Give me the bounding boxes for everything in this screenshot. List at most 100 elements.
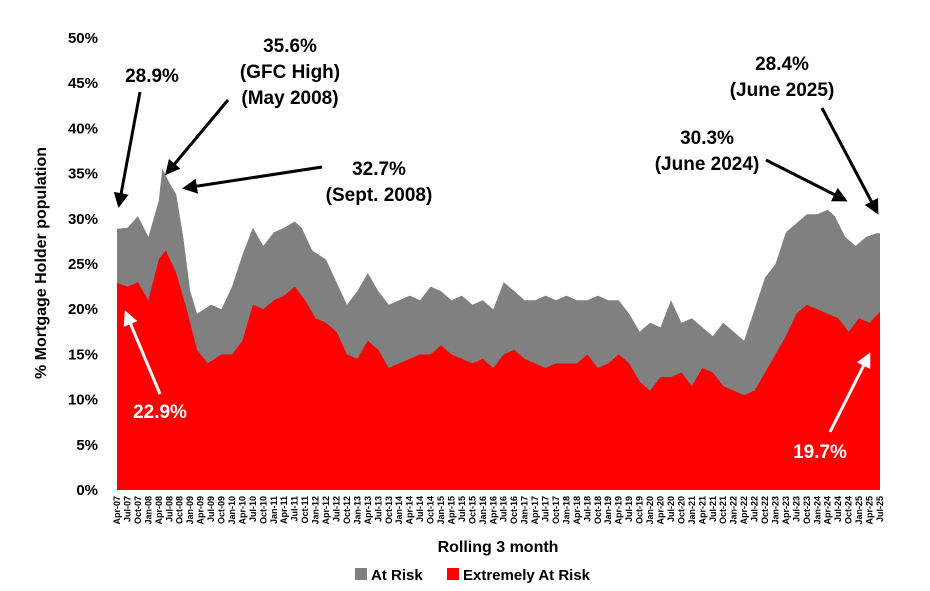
x-tick-label: Jul-24 [833, 496, 843, 522]
y-tick-label: 35% [68, 166, 98, 183]
annotation-arrow [165, 99, 230, 176]
y-tick-label: 0% [76, 482, 98, 499]
x-tick-label: Jan-13 [352, 496, 362, 525]
x-tick-label: Oct-11 [300, 496, 310, 524]
legend: At Risk Extremely At Risk [355, 567, 591, 584]
y-tick-label: 40% [68, 120, 98, 137]
annotation-label: 35.6% (GFC High) (May 2008) [240, 36, 340, 109]
annotation-arrow [820, 107, 879, 215]
x-tick-label: Oct-12 [342, 496, 352, 524]
x-tick-label: Apr-16 [488, 496, 498, 525]
x-tick-label: Oct-18 [593, 496, 603, 524]
x-tick-label: Jan-19 [603, 496, 613, 525]
x-tick-label: Jan-11 [269, 496, 279, 524]
x-tick-label: Jan-25 [854, 496, 864, 525]
x-tick-label: Jan-17 [520, 496, 530, 525]
x-tick-label: Jan-09 [185, 496, 195, 525]
x-tick-label: Jul-17 [541, 496, 551, 522]
x-tick-label: Jan-12 [311, 496, 321, 525]
x-tick-label: Jan-21 [687, 496, 697, 525]
x-tick-label: Jan-16 [478, 496, 488, 525]
x-tick-label: Jul-21 [708, 496, 718, 522]
y-axis-ticks: 0% 5% 10% 15% 20% 25% 30% 35% 40% 45% 50% [68, 30, 98, 499]
y-tick-label: 20% [68, 301, 98, 318]
x-tick-label: Apr-12 [321, 496, 331, 525]
annotation-label: 19.7% [793, 442, 847, 463]
x-tick-label: Oct-14 [426, 496, 436, 524]
legend-swatch [447, 568, 459, 580]
series-area-extremely-at-risk [117, 250, 880, 490]
x-tick-label: Jul-25 [875, 496, 885, 522]
x-tick-label: Apr-19 [614, 496, 624, 525]
annotation-label: 28.9% [125, 66, 179, 87]
x-tick-label: Oct-08 [175, 496, 185, 524]
x-tick-label: Apr-20 [656, 496, 666, 525]
x-tick-label: Oct-13 [384, 496, 394, 524]
x-tick-label: Apr-07 [112, 496, 122, 525]
x-tick-label: Jan-14 [394, 496, 404, 525]
x-tick-label: Jan-08 [143, 496, 153, 525]
x-tick-label: Apr-11 [279, 496, 289, 524]
x-tick-label: Oct-09 [217, 496, 227, 524]
x-tick-label: Apr-13 [363, 496, 373, 525]
x-tick-label: Apr-24 [823, 496, 833, 525]
x-tick-label: Oct-22 [760, 496, 770, 524]
x-tick-label: Jul-11 [290, 496, 300, 522]
annotation-arrow [123, 310, 162, 395]
x-tick-label: Jul-22 [750, 496, 760, 522]
y-axis-title: % Mortgage Holder population [33, 147, 50, 379]
annotation-arrow [113, 91, 142, 208]
x-tick-label: Jul-20 [666, 496, 676, 522]
x-tick-label: Oct-23 [802, 496, 812, 524]
plot-areas [117, 168, 880, 490]
annotation-label: 22.9% [133, 402, 187, 423]
annotation-arrow [182, 165, 323, 194]
y-tick-label: 10% [68, 392, 98, 409]
x-tick-label: Apr-18 [572, 496, 582, 525]
x-tick-label: Jan-10 [227, 496, 237, 525]
x-tick-label: Oct-19 [635, 496, 645, 524]
x-tick-label: Oct-16 [509, 496, 519, 524]
annotation-label: 30.3% (June 2024) [655, 128, 760, 175]
x-tick-label: Oct-15 [467, 496, 477, 524]
x-axis-title: Rolling 3 month [438, 539, 559, 556]
x-tick-label: Jul-15 [457, 496, 467, 522]
x-tick-label: Apr-25 [865, 496, 875, 525]
annotation-label: 32.7% (Sept. 2008) [326, 159, 433, 206]
x-tick-label: Jul-10 [248, 496, 258, 522]
y-tick-label: 5% [76, 437, 98, 454]
x-tick-label: Oct-07 [133, 496, 143, 524]
x-tick-label: Jan-22 [729, 496, 739, 525]
x-tick-label: Apr-17 [530, 496, 540, 525]
y-tick-label: 30% [68, 211, 98, 228]
legend-label: Extremely At Risk [463, 567, 591, 584]
x-axis-ticks: Apr-07 Jul-07 Oct-07 Jan-08 Apr-08 Jul-08 Oct-… [112, 496, 885, 525]
y-tick-label: 50% [68, 30, 98, 47]
x-tick-label: Jul-18 [582, 496, 592, 522]
annotation-label: 28.4% (June 2025) [730, 54, 835, 101]
x-tick-label: Jul-08 [164, 496, 174, 522]
x-tick-label: Jul-16 [499, 496, 509, 522]
x-tick-label: Apr-09 [196, 496, 206, 525]
annotation-arrow [765, 158, 848, 202]
x-tick-label: Oct-21 [718, 496, 728, 524]
x-tick-label: Oct-10 [258, 496, 268, 524]
x-tick-label: Oct-17 [551, 496, 561, 524]
x-tick-label: Apr-23 [781, 496, 791, 525]
x-tick-label: Oct-24 [844, 496, 854, 524]
legend-label: At Risk [371, 567, 423, 584]
x-tick-label: Jul-12 [332, 496, 342, 522]
x-tick-label: Apr-15 [447, 496, 457, 525]
x-tick-label: Jan-20 [645, 496, 655, 525]
x-tick-label: Jul-14 [415, 496, 425, 522]
x-tick-label: Jul-07 [123, 496, 133, 522]
x-tick-label: Jul-19 [624, 496, 634, 522]
x-tick-label: Apr-14 [405, 496, 415, 525]
x-tick-label: Jul-13 [373, 496, 383, 522]
x-tick-label: Jul-23 [791, 496, 801, 522]
x-tick-label: Jan-18 [561, 496, 571, 525]
x-tick-label: Jan-15 [436, 496, 446, 525]
x-tick-label: Jan-24 [812, 496, 822, 525]
x-tick-label: Oct-20 [676, 496, 686, 524]
